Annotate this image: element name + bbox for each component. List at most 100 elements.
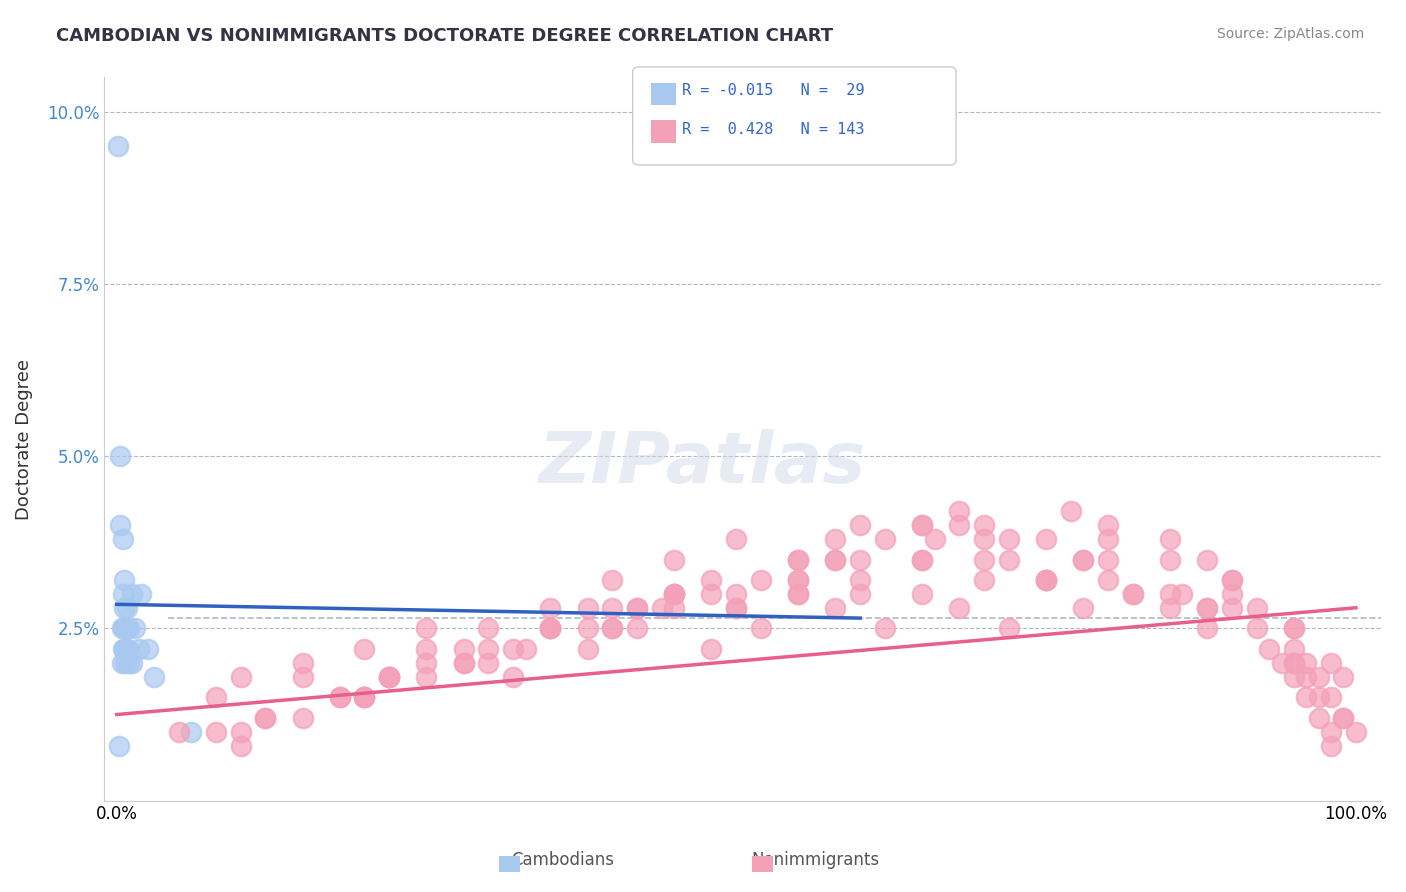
- Point: [849, 573, 872, 587]
- Point: [136, 642, 159, 657]
- Point: [415, 670, 437, 684]
- Point: [378, 670, 401, 684]
- Point: [229, 670, 252, 684]
- Y-axis label: Doctorate Degree: Doctorate Degree: [15, 359, 32, 519]
- Point: [254, 711, 277, 725]
- Point: [849, 518, 872, 533]
- Point: [700, 573, 723, 587]
- Point: [576, 642, 599, 657]
- Point: [1035, 573, 1057, 587]
- Point: [1122, 587, 1144, 601]
- Point: [948, 600, 970, 615]
- Point: [664, 587, 686, 601]
- Point: [1220, 573, 1243, 587]
- Point: [477, 656, 499, 670]
- Point: [749, 622, 772, 636]
- Point: [787, 552, 810, 566]
- Point: [378, 670, 401, 684]
- Point: [353, 642, 375, 657]
- Point: [1295, 670, 1317, 684]
- Point: [1344, 724, 1367, 739]
- Point: [112, 642, 135, 657]
- Point: [107, 139, 129, 153]
- Point: [1308, 670, 1330, 684]
- Point: [911, 518, 934, 533]
- Point: [873, 532, 896, 546]
- Point: [1282, 656, 1305, 670]
- Text: CAMBODIAN VS NONIMMIGRANTS DOCTORATE DEGREE CORRELATION CHART: CAMBODIAN VS NONIMMIGRANTS DOCTORATE DEG…: [56, 27, 834, 45]
- Point: [124, 622, 146, 636]
- Point: [1333, 711, 1355, 725]
- Point: [973, 573, 995, 587]
- Point: [1097, 573, 1119, 587]
- Point: [998, 552, 1021, 566]
- Point: [1159, 600, 1181, 615]
- Point: [973, 532, 995, 546]
- Point: [787, 552, 810, 566]
- Point: [204, 724, 226, 739]
- Point: [1035, 573, 1057, 587]
- Point: [1197, 600, 1219, 615]
- Point: [725, 587, 748, 601]
- Point: [664, 587, 686, 601]
- Point: [1159, 532, 1181, 546]
- Point: [1071, 600, 1094, 615]
- Point: [291, 711, 314, 725]
- Point: [1097, 518, 1119, 533]
- Point: [1197, 622, 1219, 636]
- Point: [111, 532, 134, 546]
- Point: [787, 587, 810, 601]
- Point: [538, 622, 561, 636]
- Point: [415, 622, 437, 636]
- Point: [110, 449, 132, 463]
- Point: [664, 552, 686, 566]
- Point: [1122, 587, 1144, 601]
- Point: [131, 587, 153, 601]
- Point: [114, 656, 136, 670]
- Point: [1035, 573, 1057, 587]
- Text: R = -0.015   N =  29: R = -0.015 N = 29: [682, 84, 865, 98]
- Point: [576, 600, 599, 615]
- Point: [749, 573, 772, 587]
- Point: [1333, 670, 1355, 684]
- Point: [602, 622, 624, 636]
- Point: [1060, 504, 1083, 518]
- Text: Nonimmigrants: Nonimmigrants: [751, 851, 880, 869]
- Point: [1282, 642, 1305, 657]
- Point: [112, 600, 135, 615]
- Point: [700, 642, 723, 657]
- Point: [1270, 656, 1292, 670]
- Point: [1282, 656, 1305, 670]
- Point: [110, 622, 132, 636]
- Point: [1308, 690, 1330, 705]
- Point: [824, 532, 846, 546]
- Point: [110, 518, 132, 533]
- Point: [1308, 711, 1330, 725]
- Point: [1197, 552, 1219, 566]
- Point: [229, 739, 252, 753]
- Point: [415, 656, 437, 670]
- Point: [948, 504, 970, 518]
- Point: [787, 573, 810, 587]
- Point: [353, 690, 375, 705]
- Point: [477, 642, 499, 657]
- Point: [626, 600, 648, 615]
- Point: [1320, 656, 1343, 670]
- Point: [998, 532, 1021, 546]
- Point: [602, 573, 624, 587]
- Point: [142, 670, 165, 684]
- Point: [1097, 532, 1119, 546]
- Point: [538, 622, 561, 636]
- Point: [329, 690, 352, 705]
- Point: [329, 690, 352, 705]
- Point: [664, 600, 686, 615]
- Point: [111, 642, 134, 657]
- Point: [204, 690, 226, 705]
- Point: [415, 642, 437, 657]
- Point: [1320, 724, 1343, 739]
- Text: Source: ZipAtlas.com: Source: ZipAtlas.com: [1216, 27, 1364, 41]
- Point: [849, 552, 872, 566]
- Point: [1171, 587, 1194, 601]
- Point: [167, 724, 190, 739]
- Point: [453, 656, 475, 670]
